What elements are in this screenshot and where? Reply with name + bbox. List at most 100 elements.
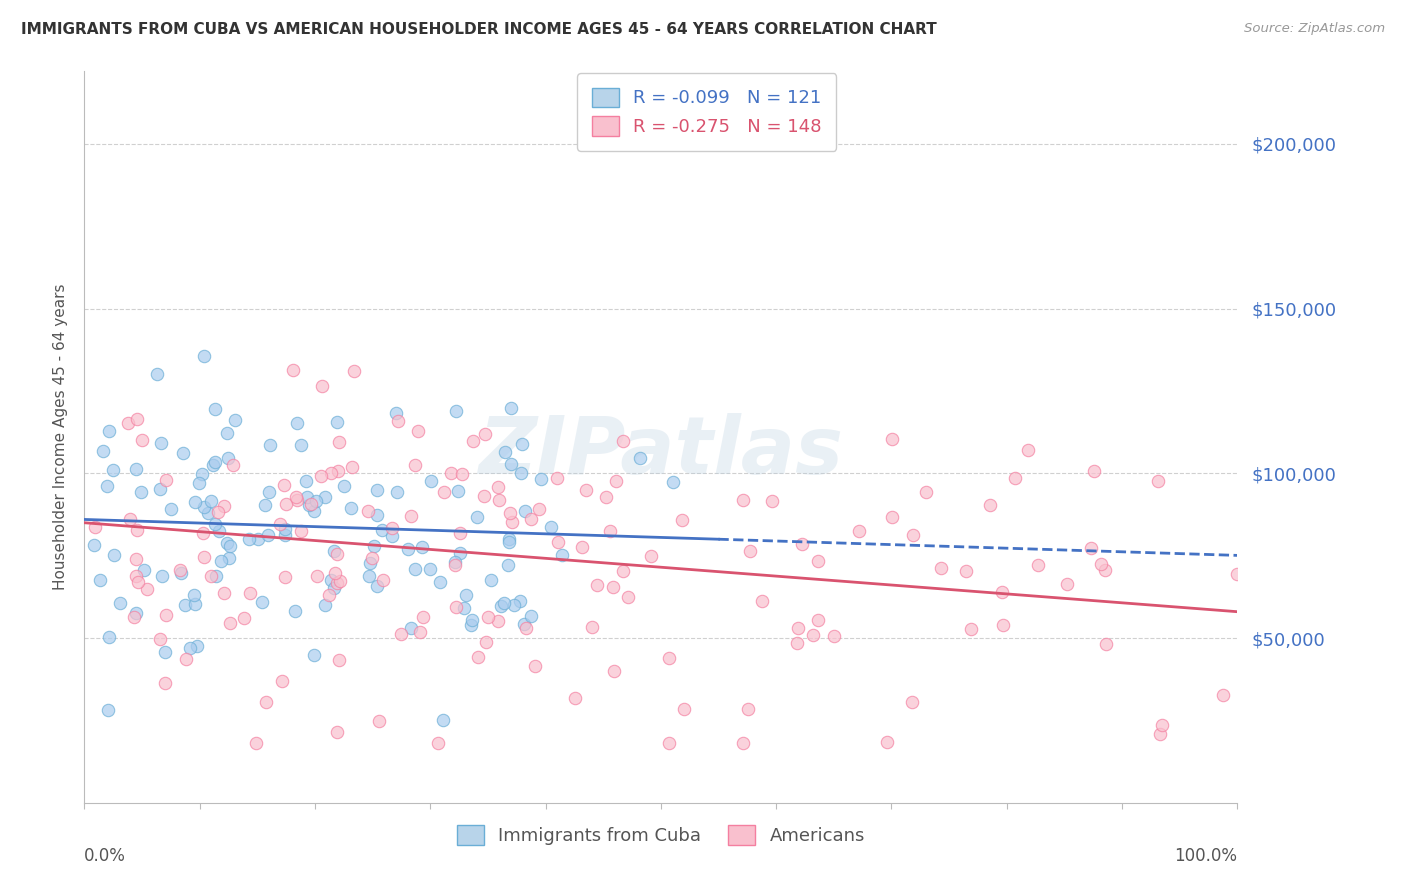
Point [326,415,349,429]
Point [193,349,215,363]
Point [360,551,382,566]
Y-axis label: Householder Income Ages 45 - 64 years: Householder Income Ages 45 - 64 years [52,284,67,591]
Point [612,434,634,449]
Point [474,426,496,441]
Point [547,534,569,549]
Point [217,451,239,466]
Point [475,635,498,649]
Point [1090,557,1112,571]
Point [848,524,870,538]
Point [200,569,222,583]
Point [498,532,520,546]
Point [366,579,388,593]
Point [174,598,197,612]
Point [510,466,533,480]
Point [274,523,297,537]
Point [204,455,226,469]
Point [449,525,471,540]
Point [387,484,409,499]
Point [218,551,240,566]
Point [408,624,430,639]
Point [183,597,205,611]
Point [304,648,326,662]
Point [273,478,295,492]
Text: Source: ZipAtlas.com: Source: ZipAtlas.com [1244,22,1385,36]
Point [215,536,238,550]
Point [207,524,229,538]
Point [1056,577,1078,591]
Point [363,540,385,554]
Legend: Immigrants from Cuba, Americans: Immigrants from Cuba, Americans [441,811,880,860]
Point [991,585,1014,599]
Point [494,596,516,610]
Point [672,702,695,716]
Point [131,434,153,448]
Point [520,608,543,623]
Point [96,479,118,493]
Point [274,528,297,542]
Point [328,653,350,667]
Point [444,600,467,615]
Point [304,503,326,517]
Point [603,664,626,678]
Point [551,548,574,562]
Point [498,534,520,549]
Point [204,402,226,417]
Point [254,694,277,708]
Point [159,502,181,516]
Point [295,491,318,505]
Point [792,537,814,551]
Point [218,539,240,553]
Point [509,594,531,608]
Point [103,463,125,477]
Point [219,615,242,630]
Text: 0.0%: 0.0% [84,847,127,864]
Point [396,541,419,556]
Point [224,413,246,427]
Point [412,609,434,624]
Point [283,604,305,618]
Point [499,457,522,471]
Point [513,616,536,631]
Point [460,617,482,632]
Point [188,475,211,490]
Point [564,691,586,706]
Point [233,611,256,625]
Point [399,508,422,523]
Point [489,599,512,613]
Point [444,404,467,418]
Point [628,451,651,466]
Point [540,519,562,533]
Point [901,527,924,541]
Point [461,613,484,627]
Point [807,554,830,568]
Point [333,479,356,493]
Point [191,526,214,541]
Point [179,640,201,655]
Point [420,474,443,488]
Point [305,569,328,583]
Point [595,490,617,504]
Point [294,474,316,488]
Point [357,569,380,583]
Point [575,483,598,497]
Point [432,714,454,728]
Point [1147,474,1170,488]
Point [271,673,294,688]
Text: IMMIGRANTS FROM CUBA VS AMERICAN HOUSEHOLDER INCOME AGES 45 - 64 YEARS CORRELATI: IMMIGRANTS FROM CUBA VS AMERICAN HOUSEHO… [21,22,936,37]
Point [373,574,395,588]
Point [321,573,343,587]
Point [955,564,977,578]
Point [323,581,346,595]
Point [257,485,280,500]
Point [108,596,131,610]
Point [250,594,273,608]
Point [467,650,489,665]
Point [444,555,467,569]
Point [298,498,321,512]
Point [343,364,366,378]
Point [751,594,773,608]
Point [290,524,312,538]
Point [1004,471,1026,485]
Point [616,590,638,604]
